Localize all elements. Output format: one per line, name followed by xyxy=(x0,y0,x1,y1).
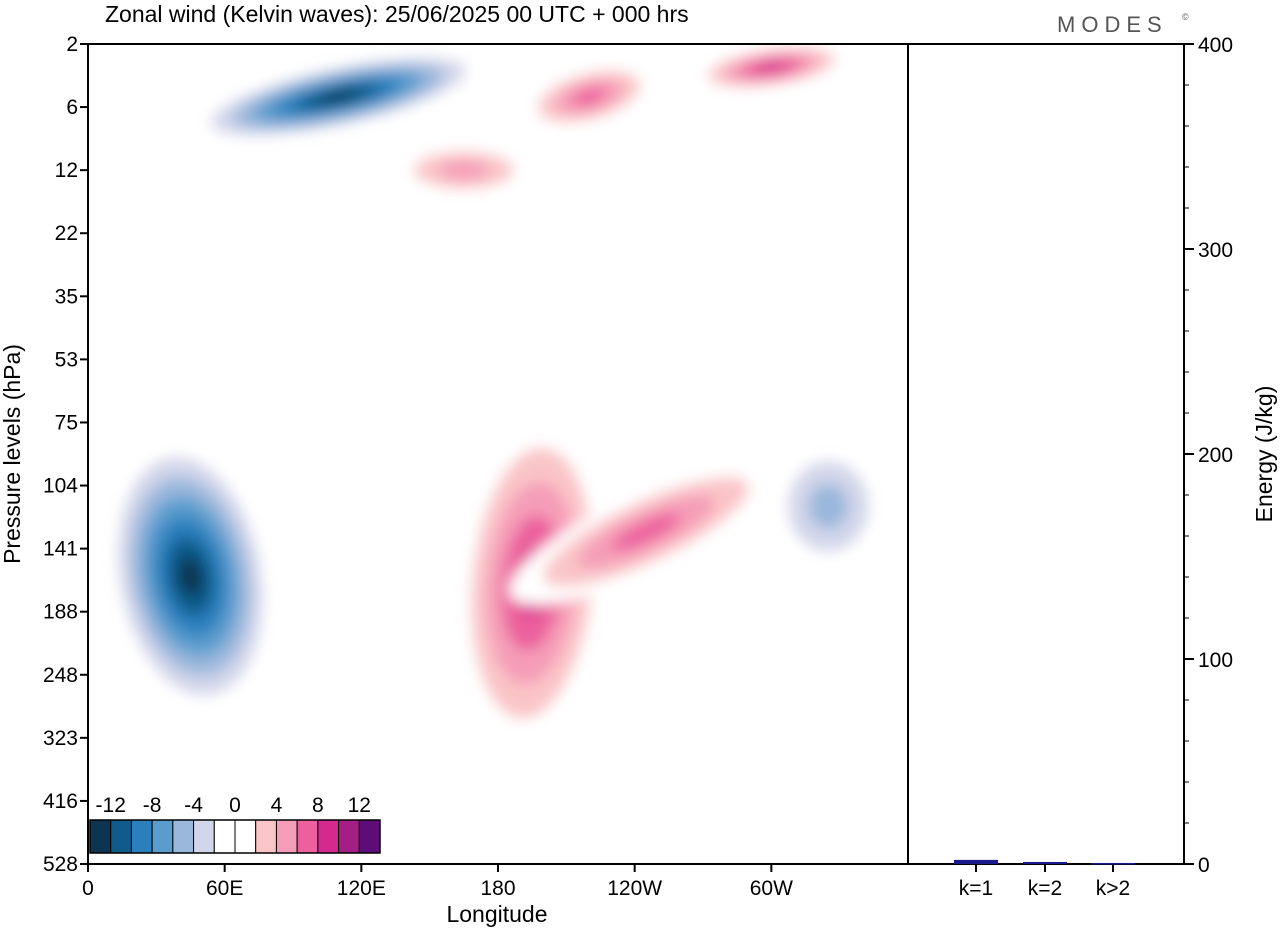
colorbar-swatch xyxy=(358,819,381,854)
colorbar-tick-label: -12 xyxy=(96,794,126,817)
x-tick-label: 0 xyxy=(82,877,94,900)
energy-category-label: k>2 xyxy=(1096,877,1130,900)
colorbar-tick-label: 12 xyxy=(348,794,371,817)
y-axis-label: Pressure levels (hPa) xyxy=(0,344,25,564)
x-tick-label: 60E xyxy=(206,877,243,900)
y-tick-label: 12 xyxy=(55,159,78,182)
colorbar-swatch xyxy=(275,819,298,854)
x-axis: 0 60E 120E 180 120W 60W xyxy=(82,864,793,900)
colorbar-swatch xyxy=(130,819,153,854)
y-tick-label: 35 xyxy=(55,285,78,308)
colorbar-swatch xyxy=(89,819,112,854)
y-tick-label: 104 xyxy=(43,475,78,498)
energy-panel: 0 100 200 300 400 k=1 k=2 k>2 xyxy=(907,34,1233,900)
energy-bar xyxy=(954,859,998,864)
wind-contour-negative xyxy=(178,556,203,597)
energy-frame xyxy=(907,43,1185,865)
y-tick-label: 416 xyxy=(43,790,78,813)
energy-tick-label: 400 xyxy=(1198,34,1233,57)
modes-logo: MODES © xyxy=(1057,12,1189,37)
x-tick-label: 60W xyxy=(750,877,793,900)
colorbar-tick-label: -8 xyxy=(143,794,162,817)
y-tick-label: 22 xyxy=(55,222,78,245)
y-tick-label: 323 xyxy=(43,727,78,750)
colorbar-swatch xyxy=(110,819,132,854)
y-tick-label: 141 xyxy=(43,538,78,561)
x-tick-label: 120E xyxy=(337,877,386,900)
energy-tick-label: 0 xyxy=(1198,854,1210,877)
y-tick-label: 6 xyxy=(66,96,78,119)
y-tick-label: 53 xyxy=(55,348,78,371)
y-tick-label: 528 xyxy=(43,853,78,876)
y-tick-label: 188 xyxy=(43,601,78,624)
y-tick-label: 75 xyxy=(55,411,78,434)
x-tick-label: 120W xyxy=(607,877,662,900)
y-tick-label: 2 xyxy=(66,33,78,56)
energy-tick-label: 100 xyxy=(1198,649,1233,672)
colorbar-tick-label: 4 xyxy=(271,794,283,817)
colorbar-swatch xyxy=(151,819,174,854)
colorbar-swatch xyxy=(172,819,195,854)
colorbar-swatch xyxy=(317,819,340,854)
colorbar-tick-label: 8 xyxy=(312,794,324,817)
colorbar-swatch xyxy=(255,819,277,854)
x-axis-label: Longitude xyxy=(446,901,547,927)
colorbar-swatch xyxy=(234,819,257,854)
chart-title: Zonal wind (Kelvin waves): 25/06/2025 00… xyxy=(105,1,689,27)
logo-mark: © xyxy=(1182,12,1189,22)
wind-contour-positive xyxy=(611,513,681,551)
energy-tick-label: 200 xyxy=(1198,444,1233,467)
colorbar-swatch xyxy=(296,819,319,854)
wind-contour-negative xyxy=(808,483,849,529)
y-tick-label: 248 xyxy=(43,664,78,687)
energy-bar xyxy=(1091,862,1135,865)
wind-contour-positive xyxy=(755,62,788,73)
x-tick-label: 180 xyxy=(480,877,515,900)
logo-text: MODES xyxy=(1057,12,1168,37)
wind-contour-positive xyxy=(438,160,489,180)
energy-tick-label: 300 xyxy=(1198,239,1233,262)
colorbar-swatch xyxy=(213,819,236,854)
energy-axis-label: Energy (J/kg) xyxy=(1251,386,1277,523)
colorbar-swatch xyxy=(193,819,215,854)
colorbar-swatch xyxy=(338,819,360,854)
energy-category-label: k=1 xyxy=(959,877,993,900)
energy-category-label: k=2 xyxy=(1028,877,1062,900)
wind-contour-positive xyxy=(572,88,607,106)
wind-contour-negative xyxy=(317,90,360,104)
energy-bar xyxy=(1023,861,1067,864)
colorbar-tick-label: 0 xyxy=(229,794,241,817)
colorbar-tick-label: -4 xyxy=(184,794,203,817)
colorbar: -12 -8 -4 0 4 8 12 xyxy=(89,794,381,854)
y-axis: 2 6 12 22 35 53 75 104 141 188 248 323 416 528 xyxy=(43,33,88,876)
wind-field xyxy=(118,44,869,753)
